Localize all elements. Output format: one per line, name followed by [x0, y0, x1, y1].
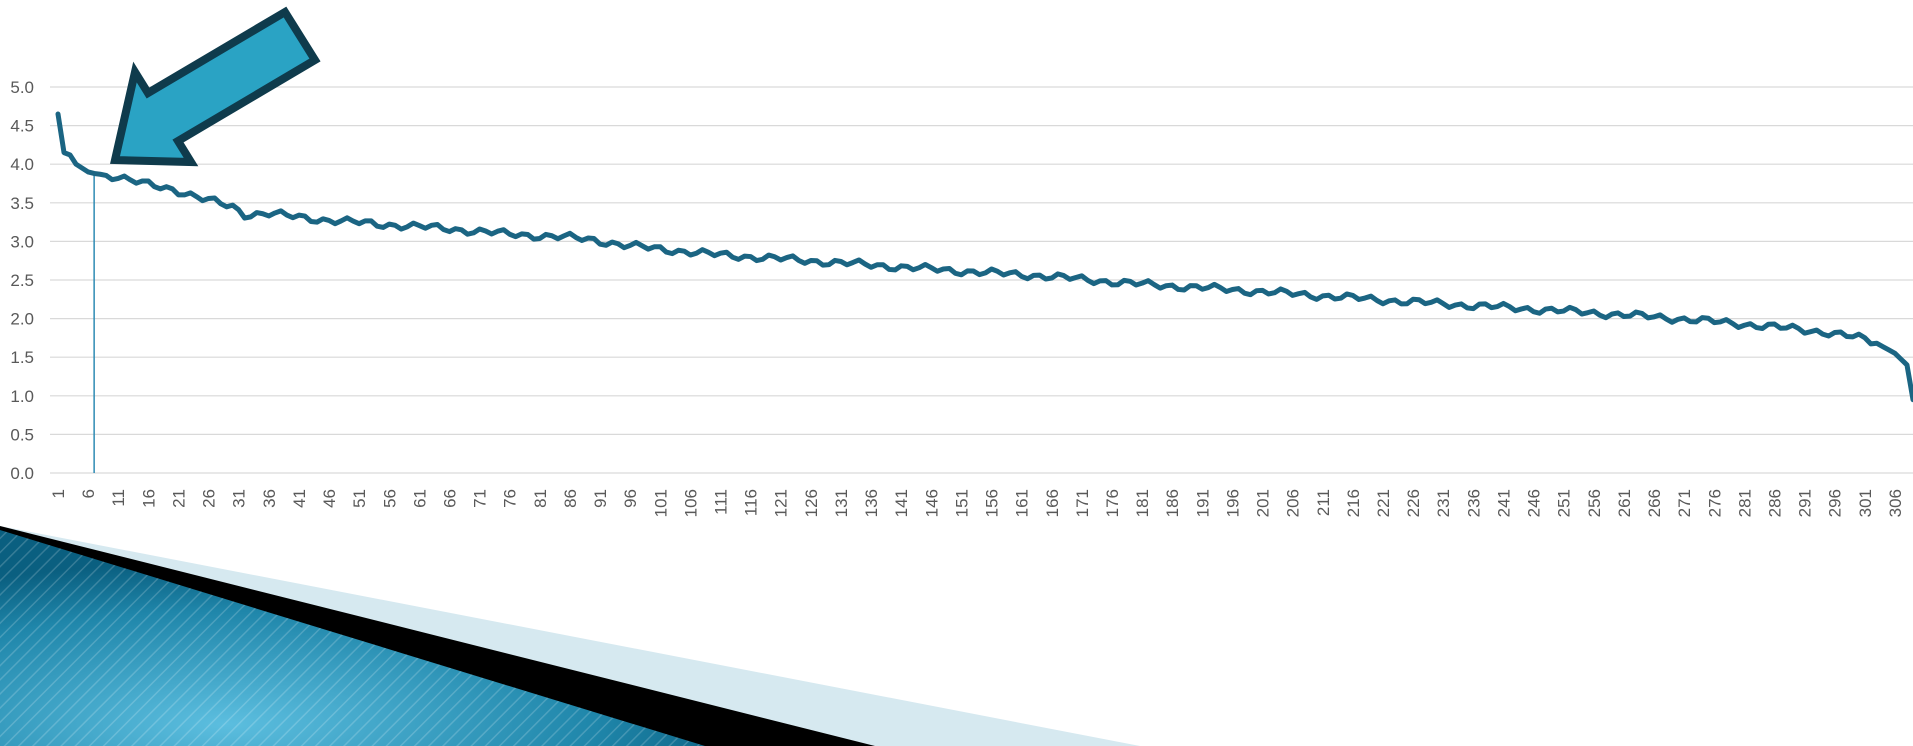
x-tick-label: 306: [1886, 489, 1905, 517]
x-tick-label: 86: [561, 489, 580, 508]
x-tick-label: 21: [169, 489, 188, 508]
y-tick-label: 2.0: [10, 310, 34, 329]
x-tick-label: 121: [772, 489, 791, 517]
y-tick-label: 0.0: [10, 464, 34, 483]
x-tick-label: 291: [1796, 489, 1815, 517]
x-tick-label: 181: [1133, 489, 1152, 517]
x-tick-label: 76: [501, 489, 520, 508]
y-tick-label: 2.5: [10, 271, 34, 290]
x-tick-label: 156: [983, 489, 1002, 517]
x-tick-label: 6: [79, 489, 98, 498]
x-tick-label: 281: [1735, 489, 1754, 517]
banner-stripes: [0, 530, 705, 746]
x-tick-label: 186: [1163, 489, 1182, 517]
x-tick-label: 36: [260, 489, 279, 508]
x-axis-ticks: 1 6 11 16 21 26 31 36 41 46 51 56 61 66 71 76 81 86 91 96 10…: [49, 489, 1905, 517]
x-tick-label: 71: [471, 489, 490, 508]
x-tick-label: 251: [1555, 489, 1574, 517]
x-tick-label: 266: [1645, 489, 1664, 517]
y-tick-label: 5.0: [10, 78, 34, 97]
x-tick-label: 216: [1344, 489, 1363, 517]
series-line: [55, 111, 1913, 403]
y-tick-label: 3.0: [10, 232, 34, 251]
x-tick-label: 221: [1374, 489, 1393, 517]
y-tick-label: 0.5: [10, 425, 34, 444]
x-tick-label: 31: [230, 489, 249, 508]
x-tick-label: 261: [1615, 489, 1634, 517]
x-tick-label: 161: [1013, 489, 1032, 517]
y-tick-label: 3.5: [10, 194, 34, 213]
x-tick-label: 91: [591, 489, 610, 508]
x-tick-label: 236: [1464, 489, 1483, 517]
decorative-banner: [0, 526, 1140, 746]
x-tick-label: 171: [1073, 489, 1092, 517]
x-tick-label: 166: [1043, 489, 1062, 517]
x-tick-label: 196: [1223, 489, 1242, 517]
x-tick-label: 1: [49, 489, 68, 498]
x-tick-label: 41: [290, 489, 309, 508]
x-tick-label: 111: [712, 489, 731, 515]
x-tick-label: 66: [440, 489, 459, 508]
x-tick-label: 81: [531, 489, 550, 508]
x-tick-label: 201: [1254, 489, 1273, 517]
y-tick-label: 1.0: [10, 387, 34, 406]
x-tick-label: 211: [1314, 489, 1333, 516]
x-tick-label: 26: [200, 489, 219, 508]
y-tick-label: 1.5: [10, 348, 34, 367]
x-tick-label: 101: [651, 489, 670, 517]
x-tick-label: 96: [621, 489, 640, 508]
y-axis-ticks: 0.0 0.5 1.0 1.5 2.0 2.5 3.0 3.5 4.0 4.5 5.0: [10, 78, 34, 483]
x-tick-label: 126: [802, 489, 821, 517]
x-tick-label: 136: [862, 489, 881, 517]
x-tick-label: 206: [1284, 489, 1303, 517]
x-tick-label: 46: [320, 489, 339, 508]
y-tick-label: 4.5: [10, 117, 34, 136]
arrow-shape: [110, 6, 321, 167]
x-tick-label: 191: [1193, 489, 1212, 517]
x-tick-label: 146: [922, 489, 941, 517]
x-tick-label: 151: [952, 489, 971, 517]
callout-arrow-icon: [110, 6, 321, 167]
x-tick-label: 286: [1765, 489, 1784, 517]
x-tick-label: 11: [109, 489, 128, 507]
x-tick-label: 296: [1826, 489, 1845, 517]
x-tick-label: 226: [1404, 489, 1423, 517]
x-tick-label: 246: [1525, 489, 1544, 517]
x-tick-label: 256: [1585, 489, 1604, 517]
y-tick-label: 4.0: [10, 155, 34, 174]
x-tick-label: 141: [892, 489, 911, 517]
x-tick-label: 61: [410, 489, 429, 508]
x-tick-label: 16: [139, 489, 158, 508]
gridlines: [50, 86, 1913, 474]
x-tick-label: 56: [380, 489, 399, 508]
x-tick-label: 116: [742, 489, 761, 516]
x-tick-label: 131: [832, 489, 851, 517]
x-tick-label: 241: [1494, 489, 1513, 517]
x-tick-label: 106: [681, 489, 700, 517]
x-tick-label: 271: [1675, 489, 1694, 517]
x-tick-label: 276: [1705, 489, 1724, 517]
x-tick-label: 231: [1434, 489, 1453, 517]
x-tick-label: 51: [350, 489, 369, 508]
x-tick-label: 176: [1103, 489, 1122, 517]
x-tick-label: 301: [1856, 489, 1875, 517]
